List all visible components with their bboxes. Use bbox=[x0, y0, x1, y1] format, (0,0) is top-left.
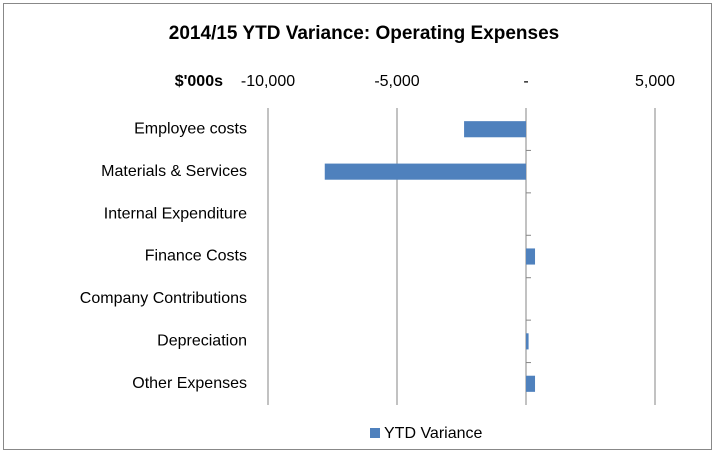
x-tick-label: -10,000 bbox=[241, 73, 295, 90]
bar bbox=[464, 121, 526, 138]
x-tick-label: -5,000 bbox=[374, 73, 419, 90]
x-tick-label: - bbox=[523, 73, 528, 90]
axis-label: $'000s bbox=[175, 73, 223, 90]
bar bbox=[526, 375, 536, 392]
y-tick-label: Employee costs bbox=[134, 120, 247, 137]
y-tick-label: Internal Expenditure bbox=[104, 205, 247, 222]
bar bbox=[526, 248, 536, 265]
chart-border bbox=[3, 3, 712, 450]
bar bbox=[324, 163, 526, 180]
y-tick-label: Depreciation bbox=[157, 333, 247, 350]
y-tick-label: Other Expenses bbox=[132, 375, 247, 392]
bar bbox=[526, 333, 529, 350]
x-tick-label: 5,000 bbox=[635, 73, 675, 90]
legend-swatch bbox=[370, 428, 380, 438]
chart-title: 2014/15 YTD Variance: Operating Expenses bbox=[169, 23, 559, 44]
y-tick-label: Finance Costs bbox=[145, 248, 247, 265]
legend-label: YTD Variance bbox=[384, 425, 483, 442]
y-tick-label: Materials & Services bbox=[101, 163, 247, 180]
y-tick-label: Company Contributions bbox=[80, 290, 247, 307]
